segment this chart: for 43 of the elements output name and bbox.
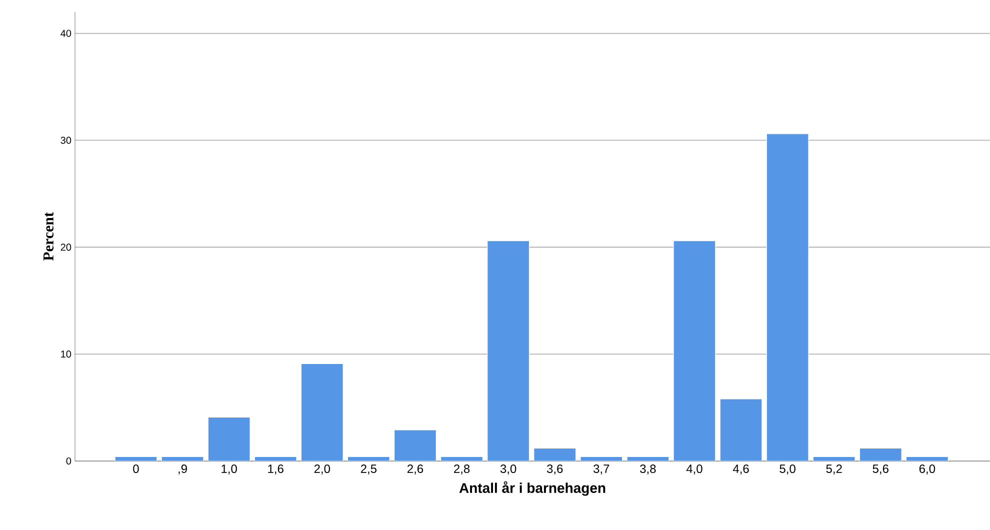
- y-tick-label: 10: [61, 350, 72, 358]
- x-tick-label: 2,6: [407, 464, 424, 474]
- x-tick-label: 3,8: [640, 464, 656, 474]
- bar: [720, 398, 762, 461]
- x-tick-label: 3,6: [546, 464, 563, 474]
- bar: [906, 456, 948, 461]
- x-tick-label: 1,6: [268, 464, 284, 474]
- bar: [208, 416, 250, 461]
- x-tick-label: 5,2: [826, 464, 842, 474]
- x-tick-label: ,9: [178, 464, 187, 474]
- x-tick-label: 4,6: [732, 464, 749, 474]
- x-tick-label: 3,0: [500, 464, 516, 474]
- x-axis-title: Antall år i barnehagen: [459, 481, 606, 496]
- y-tick-label: 30: [60, 136, 72, 144]
- bar: [766, 134, 809, 461]
- x-tick-label: 6,0: [919, 464, 936, 474]
- x-tick-label: 2,5: [360, 464, 377, 474]
- y-tick-label: 40: [60, 30, 72, 37]
- bar: [114, 456, 158, 461]
- bar: [487, 240, 530, 461]
- bar: [534, 448, 576, 461]
- bar: [161, 456, 204, 461]
- bar: [394, 430, 436, 461]
- bar: [626, 456, 670, 461]
- x-tick-label: 3,7: [594, 464, 610, 474]
- x-tick-label: 4,0: [686, 464, 702, 474]
- bar: [347, 456, 390, 461]
- y-axis-title: Percent: [44, 212, 54, 261]
- bar: [300, 363, 344, 461]
- x-tick-label: 5,6: [872, 464, 888, 474]
- y-tick-label: 20: [60, 244, 72, 251]
- bar: [859, 448, 902, 461]
- bar: [812, 456, 856, 461]
- bar: [673, 240, 716, 461]
- bar: [254, 456, 297, 461]
- x-tick-label: 2,8: [454, 464, 470, 474]
- x-tick-label: 5,0: [780, 464, 796, 474]
- bar: [580, 456, 623, 461]
- x-tick-label: 2,0: [314, 464, 330, 474]
- x-tick-label: 0: [133, 464, 139, 474]
- y-tick-label: 0: [66, 457, 72, 465]
- x-tick-label: 1,0: [222, 464, 237, 474]
- bar: [440, 456, 484, 461]
